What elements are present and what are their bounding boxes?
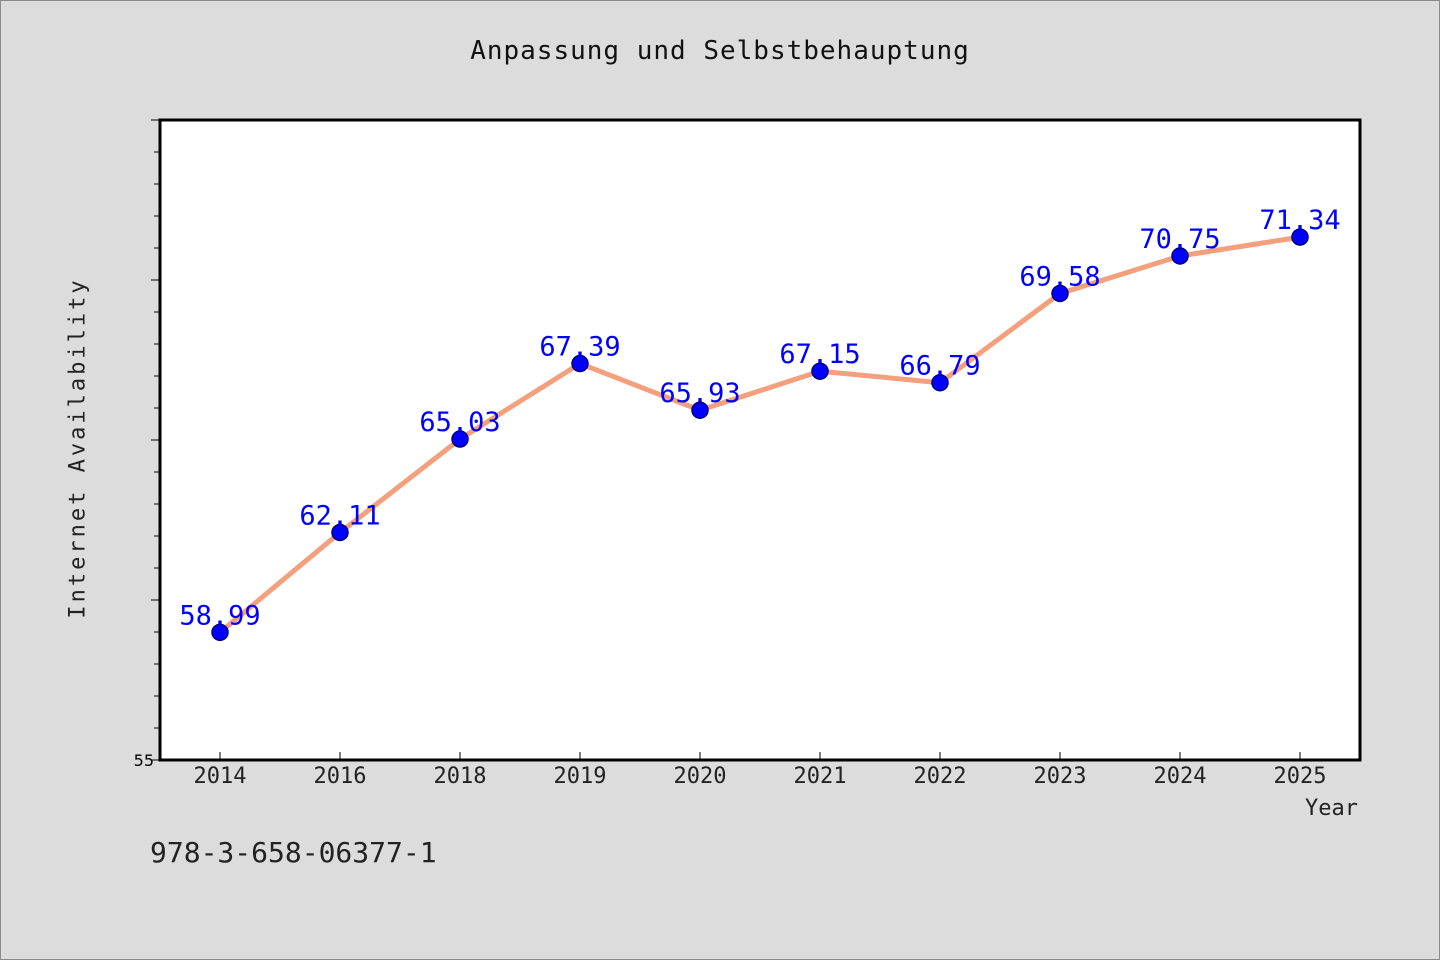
data-point (1171, 247, 1189, 265)
data-point (1051, 284, 1069, 303)
x-tick-label: 2016 (314, 764, 367, 789)
x-tick-label: 2024 (1154, 764, 1207, 789)
data-point (331, 523, 349, 542)
series-line (217, 234, 1303, 635)
data-label: 67.15 (779, 339, 860, 370)
data-point (811, 362, 829, 380)
data-point (211, 623, 229, 642)
data-label: 71.34 (1259, 205, 1340, 236)
x-tick-label: 2018 (434, 764, 487, 789)
plot-area (160, 120, 1360, 760)
y-tick-label: 55 (134, 751, 154, 770)
data-point (571, 354, 589, 373)
plot-frame (158, 118, 1362, 762)
data-point (691, 401, 709, 419)
isbn-code: 978-3-658-06377-1 (150, 836, 437, 869)
data-label: 69.58 (1019, 261, 1100, 292)
x-tick-label: 2023 (1034, 764, 1087, 789)
data-label: 65.03 (419, 407, 500, 438)
data-label: 67.39 (539, 332, 620, 363)
data-label: 70.75 (1139, 224, 1220, 255)
data-point (931, 373, 949, 392)
x-axis-label: Year (1305, 796, 1358, 821)
data-label: 62.11 (299, 500, 380, 531)
x-tick-label: 2025 (1274, 764, 1327, 789)
x-tick-label: 2022 (914, 764, 967, 789)
data-label: 58.99 (179, 600, 260, 631)
chart-title: Anpassung und Selbstbehauptung (470, 36, 970, 66)
x-tick-label: 2021 (794, 764, 847, 789)
data-point (451, 430, 469, 448)
x-tick-label: 2014 (194, 764, 247, 789)
data-label: 66.79 (899, 351, 980, 382)
x-tick-label: 2020 (674, 764, 727, 789)
x-tick-label: 2019 (554, 764, 607, 789)
data-point (1291, 228, 1309, 246)
data-label: 65.93 (659, 378, 740, 409)
